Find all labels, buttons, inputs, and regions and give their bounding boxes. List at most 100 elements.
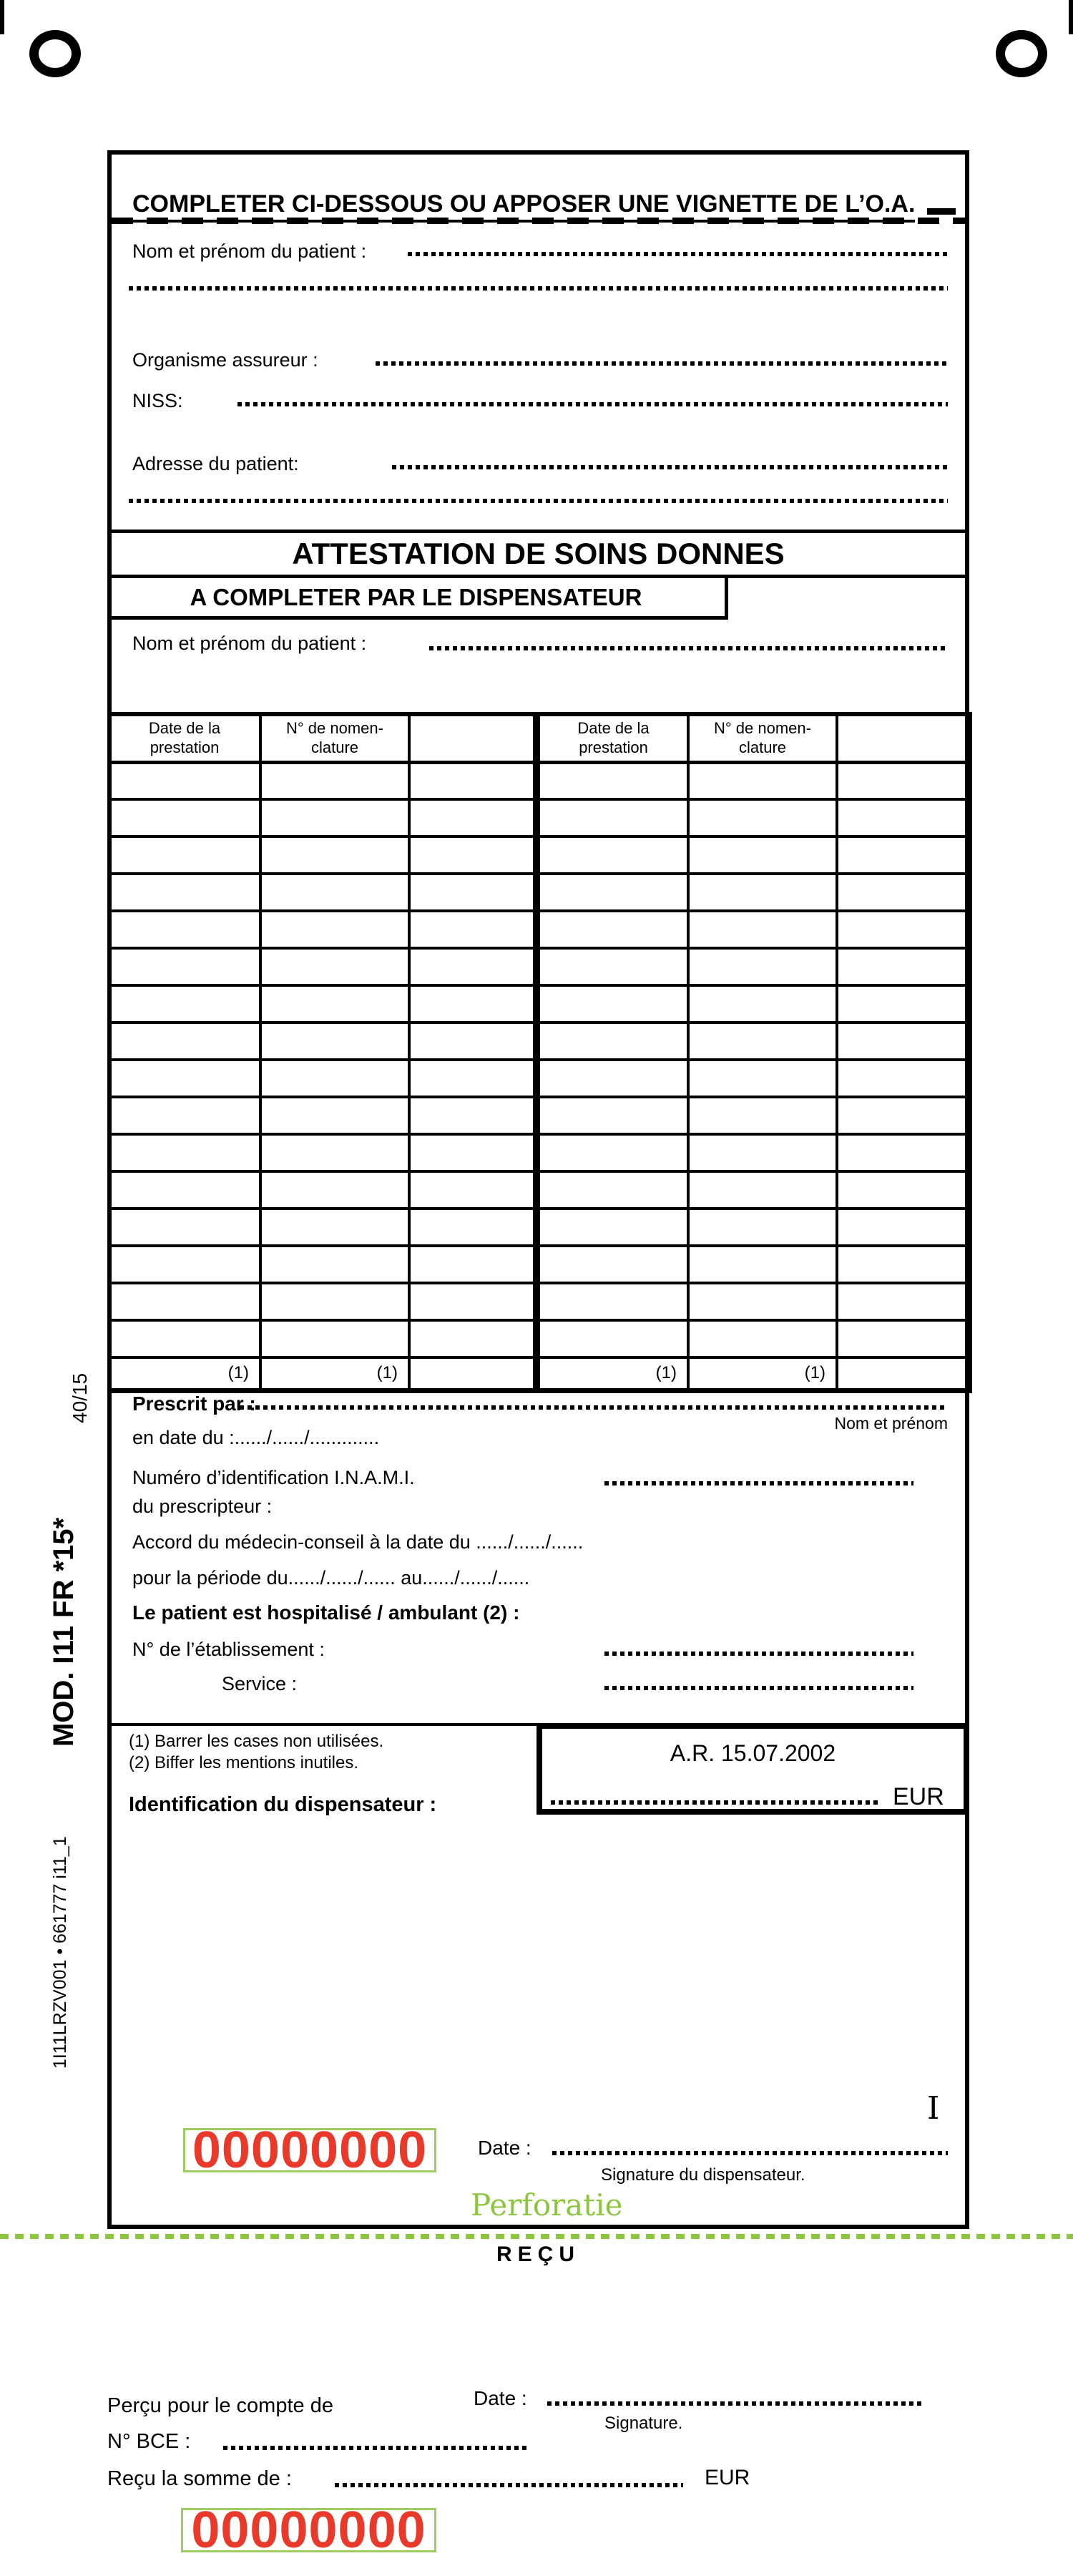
table-header-row: Date de la prestation N° de nomen- clatu… — [107, 713, 972, 764]
amount-currency-label: EUR — [893, 1783, 944, 1810]
sticker-heading: COMPLETER CI-DESSOUS OU APPOSER UNE VIGN… — [132, 190, 916, 223]
table-cell — [259, 798, 411, 838]
table-cell — [259, 1207, 411, 1247]
table-row — [107, 1207, 972, 1247]
table-cell — [408, 947, 538, 987]
table-cell — [107, 984, 262, 1024]
table-cell — [259, 1244, 411, 1284]
table-row — [107, 1170, 972, 1210]
table-cell — [687, 835, 838, 875]
sticker-dashed-rule — [112, 218, 965, 224]
address-field — [392, 465, 948, 469]
col-header-blank-1 — [408, 713, 538, 764]
table-cell — [408, 761, 538, 801]
address-field-line2 — [129, 499, 948, 503]
table-cell — [533, 1133, 690, 1173]
table-cell — [408, 1096, 538, 1136]
table-cell — [533, 1244, 690, 1284]
table-row — [107, 1244, 972, 1284]
heading-trailing-dash — [927, 208, 956, 215]
footnote-blank-cell — [836, 1356, 972, 1392]
footnote-mark-cell: (1) — [533, 1356, 690, 1392]
table-cell — [687, 1244, 838, 1284]
prescriber-name-hint: Nom et prénom — [834, 1414, 948, 1433]
table-cell — [533, 947, 690, 987]
punch-hole-left-icon — [29, 30, 81, 77]
sticker-patient-name-field — [408, 252, 948, 256]
col-header-nomenclature-2: N° de nomen- clature — [687, 713, 838, 764]
table-cell — [687, 761, 838, 801]
table-cell — [533, 761, 690, 801]
table-cell — [408, 835, 538, 875]
table-cell — [408, 1058, 538, 1098]
dispenser-patient-name-label: Nom et prénom du patient : — [132, 633, 367, 654]
table-cell — [533, 1096, 690, 1136]
table-cell — [687, 909, 838, 950]
table-cell — [533, 909, 690, 950]
table-cell — [687, 1170, 838, 1210]
receipt-serial-number-stamp: 00000000 — [181, 2504, 436, 2556]
prescribed-by-label: Prescrit par : — [132, 1392, 256, 1415]
table-cell — [408, 909, 538, 950]
table-cell — [259, 1282, 411, 1322]
punch-hole-right-icon — [996, 30, 1047, 77]
table-cell — [107, 1133, 262, 1173]
table-cell — [533, 798, 690, 838]
table-cell — [836, 872, 972, 912]
inami-label-line1: Numéro d’identification I.N.A.M.I. — [132, 1467, 415, 1488]
table-cell — [836, 761, 972, 801]
table-cell — [687, 872, 838, 912]
serial-number-stamp: 00000000 — [183, 2124, 436, 2176]
niss-label: NISS: — [132, 390, 183, 411]
table-cell — [107, 835, 262, 875]
royal-decree-amount-box — [536, 1723, 969, 1815]
table-cell — [259, 1170, 411, 1210]
prescribed-by-field — [240, 1405, 948, 1410]
table-cell — [408, 872, 538, 912]
table-cell — [687, 1058, 838, 1098]
copy-mark: I — [927, 2090, 940, 2127]
table-cell — [259, 761, 411, 801]
perforation-label: Perforatie — [471, 2187, 623, 2223]
received-sum-label: Reçu la somme de : — [107, 2467, 292, 2490]
table-row — [107, 1319, 972, 1359]
table-cell — [533, 1282, 690, 1322]
dispenser-id-label: Identification du dispensateur : — [129, 1793, 437, 1816]
table-cell — [533, 835, 690, 875]
table-cell — [408, 1244, 538, 1284]
table-cell — [687, 947, 838, 987]
margin-print-code: 1I11LRZV001 • 661777 i11_1 — [50, 1836, 70, 2069]
table-cell — [408, 1021, 538, 1061]
sticker-heading-text: COMPLETER CI-DESSOUS OU APPOSER UNE VIGN… — [132, 190, 916, 223]
sticker-patient-name-label: Nom et prénom du patient : — [132, 240, 367, 262]
table-cell — [107, 1319, 262, 1359]
table-cell — [836, 1207, 972, 1247]
table-cell — [687, 1133, 838, 1173]
table-cell — [836, 1133, 972, 1173]
table-cell — [107, 1021, 262, 1061]
table-cell — [533, 1058, 690, 1098]
table-cell — [836, 1319, 972, 1359]
footnote-1: (1) Barrer les cases non utilisées. — [129, 1732, 384, 1751]
form-subtitle: A COMPLETER PAR LE DISPENSATEUR — [107, 578, 728, 620]
service-field — [604, 1686, 913, 1690]
table-row — [107, 909, 972, 950]
insurer-field — [376, 361, 948, 366]
hospitalized-line: Le patient est hospitalisé / ambulant (2… — [132, 1601, 520, 1624]
bce-field — [223, 2446, 529, 2450]
sticker-patient-name-field-line2 — [129, 286, 948, 291]
corner-mark-right — [1069, 0, 1073, 34]
table-cell — [533, 872, 690, 912]
table-cell — [259, 835, 411, 875]
table-row — [107, 1282, 972, 1322]
table-cell — [533, 984, 690, 1024]
table-row — [107, 1133, 972, 1173]
table-cell — [259, 1096, 411, 1136]
col-header-date-2: Date de la prestation — [533, 713, 690, 764]
table-cell — [836, 1021, 972, 1061]
table-row — [107, 761, 972, 801]
margin-doc-code: 40/15 — [69, 1372, 91, 1423]
table-cell — [259, 1021, 411, 1061]
dispenser-date-field — [552, 2151, 948, 2155]
